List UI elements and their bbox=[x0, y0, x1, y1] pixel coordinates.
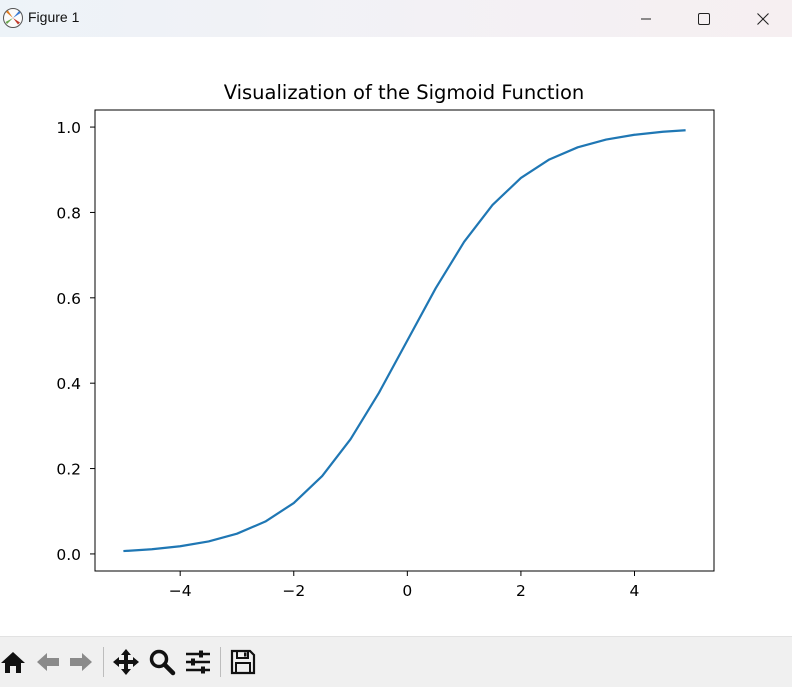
zoom-button[interactable] bbox=[147, 647, 177, 677]
axes: −4 −2 0 2 4 0.0 0.2 0.4 0.6 0.8 1.0 bbox=[56, 109, 715, 600]
save-button[interactable] bbox=[228, 647, 258, 677]
back-arrow-icon bbox=[37, 653, 59, 671]
axes-frame bbox=[94, 109, 715, 572]
minimize-button[interactable] bbox=[617, 0, 675, 37]
back-button[interactable] bbox=[33, 647, 63, 677]
y-tick-label: 0.0 bbox=[56, 546, 81, 564]
x-tick-label: −4 bbox=[169, 582, 192, 600]
pan-button[interactable] bbox=[111, 647, 141, 677]
x-tick-label: 2 bbox=[516, 582, 526, 600]
close-icon bbox=[757, 12, 769, 25]
close-button[interactable] bbox=[734, 0, 792, 37]
home-icon bbox=[1, 652, 25, 673]
navigation-toolbar bbox=[0, 636, 792, 687]
matplotlib-app-icon bbox=[3, 8, 23, 28]
toolbar-separator bbox=[103, 647, 104, 677]
chart-svg: Visualization of the Sigmoid Function −4… bbox=[56, 81, 715, 600]
y-tick-label: 0.4 bbox=[56, 375, 81, 393]
configure-subplots-button[interactable] bbox=[183, 647, 213, 677]
x-tick-label: −2 bbox=[282, 582, 305, 600]
y-tick-label: 0.6 bbox=[56, 290, 81, 308]
save-floppy-icon bbox=[230, 649, 256, 675]
window-title: Figure 1 bbox=[28, 9, 80, 25]
pan-move-icon bbox=[113, 649, 139, 675]
zoom-magnifier-icon bbox=[149, 649, 176, 676]
x-tick-label: 4 bbox=[630, 582, 640, 600]
y-tick-label: 0.2 bbox=[56, 461, 81, 479]
chart-title: Visualization of the Sigmoid Function bbox=[224, 81, 585, 104]
forward-arrow-icon bbox=[70, 653, 92, 671]
home-button[interactable] bbox=[0, 647, 28, 677]
plot-area bbox=[123, 129, 686, 553]
title-bar: Figure 1 bbox=[0, 0, 792, 37]
x-tick-label: 0 bbox=[402, 582, 412, 600]
configure-subplots-icon bbox=[186, 650, 210, 674]
y-tick-label: 0.8 bbox=[56, 204, 81, 222]
maximize-button[interactable] bbox=[675, 0, 733, 37]
minimize-icon bbox=[641, 18, 651, 19]
toolbar-separator bbox=[220, 647, 221, 677]
maximize-icon bbox=[698, 12, 710, 25]
figure-canvas[interactable]: Visualization of the Sigmoid Function −4… bbox=[0, 37, 792, 636]
y-tick-label: 1.0 bbox=[56, 119, 81, 137]
forward-button[interactable] bbox=[66, 647, 96, 677]
sigmoid-series-line bbox=[123, 129, 686, 553]
